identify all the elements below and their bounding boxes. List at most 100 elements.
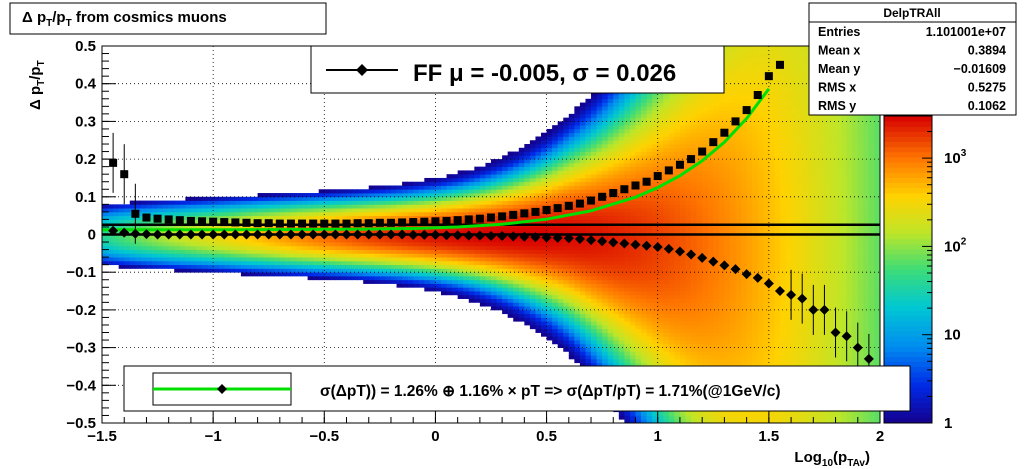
colorbar-segment <box>884 300 932 306</box>
rms-point <box>609 189 618 198</box>
stats-label: RMS x <box>818 81 856 95</box>
mean-point <box>108 225 119 236</box>
mean-point <box>230 229 241 240</box>
rms-point <box>386 218 395 227</box>
rms-point <box>153 214 162 223</box>
rms-point <box>353 219 362 228</box>
mean-point <box>352 229 363 240</box>
x-tick-label: 2 <box>876 428 884 445</box>
colorbar-frame <box>883 115 933 424</box>
x-tick-label: 0.5 <box>536 428 557 445</box>
rms-point <box>420 217 429 226</box>
y-tick-label: −0.1 <box>66 264 96 281</box>
legend-top: FF μ = -0.005, σ = 0.026 <box>310 45 725 94</box>
rms-point <box>120 170 129 179</box>
mean-point <box>341 229 352 240</box>
stats-label: RMS y <box>818 99 856 113</box>
mean-point <box>741 269 752 280</box>
colorbar-segment <box>884 172 932 178</box>
rms-point <box>109 158 118 167</box>
mean-point <box>608 237 619 248</box>
mean-point <box>541 232 552 243</box>
mean-point <box>397 229 408 240</box>
mean-point <box>586 235 597 246</box>
rms-point <box>587 196 596 205</box>
mean-point <box>808 304 819 315</box>
rms-point <box>253 219 262 228</box>
mean-point <box>552 232 563 243</box>
colorbar-segment <box>884 325 932 332</box>
x-tick-label: −0.5 <box>309 428 339 445</box>
rms-point <box>431 217 440 226</box>
mean-point <box>363 229 374 240</box>
legend-bottom-text: σ(ΔpT)) = 1.26% ⊕ 1.16% × pT => σ(ΔpT/pT… <box>320 383 781 400</box>
rms-point <box>731 117 740 126</box>
mean-point <box>597 236 608 247</box>
mean-point <box>841 331 852 342</box>
rms-point <box>364 219 373 228</box>
rms-point <box>375 218 384 227</box>
mean-point <box>163 229 174 240</box>
y-tick-label: −0.5 <box>66 415 96 432</box>
colorbar-tick-label: 103 <box>944 148 967 167</box>
rms-point <box>764 72 773 81</box>
colorbar-segment <box>884 116 932 122</box>
y-tick-label: 0.5 <box>75 38 96 55</box>
rms-point <box>264 219 273 228</box>
rms-point <box>498 212 507 221</box>
mean-point <box>263 229 274 240</box>
y-tick-label: −0.2 <box>66 302 96 319</box>
rms-point <box>531 207 540 216</box>
colorbar-tick-label: 10 <box>944 327 961 344</box>
colorbar-tick-label: 102 <box>944 236 967 255</box>
mean-point <box>708 256 719 267</box>
mean-point <box>441 230 452 241</box>
rms-point <box>509 210 518 219</box>
legend-diamond-marker <box>356 64 368 76</box>
x-tick-label: −1 <box>205 428 222 445</box>
title-box: Δ pT/pT from cosmics muons <box>9 2 327 35</box>
mean-point <box>252 229 263 240</box>
rms-point <box>298 219 307 228</box>
mean-point <box>297 229 308 240</box>
rms-point <box>242 218 251 227</box>
legend-top-text: FF μ = -0.005, σ = 0.026 <box>413 60 676 87</box>
rms-point <box>687 155 696 164</box>
rms-point <box>598 192 607 201</box>
colorbar-segment <box>884 284 932 291</box>
rms-point <box>442 216 451 225</box>
mean-point <box>819 304 830 315</box>
colorbar-segment <box>884 243 932 250</box>
rms-point <box>475 214 484 223</box>
rms-point <box>342 219 351 228</box>
rms-point <box>175 216 184 225</box>
mean-point <box>863 353 874 364</box>
colorbar-segment <box>884 249 932 255</box>
mean-point <box>663 243 674 254</box>
mean-point <box>308 229 319 240</box>
stats-label: Mean x <box>818 44 860 58</box>
mean-point <box>530 232 541 243</box>
rms-point <box>631 181 640 190</box>
x-tick-label: 1 <box>654 428 662 445</box>
rms-point <box>142 213 151 222</box>
mean-point <box>508 231 519 242</box>
mean-point <box>385 229 396 240</box>
mean-point <box>430 229 441 240</box>
y-axis-label: Δ pT/pT <box>27 60 47 110</box>
rms-point <box>209 217 218 226</box>
colorbar-segment <box>884 131 932 137</box>
axes-layer: −1.5 −1 −0.5 0 0.5 1 1.5 2 −0.5 −0.4 −0.3 −0.2 −0.1 0… <box>27 38 884 469</box>
colorbar-segment <box>884 213 932 219</box>
mean-point <box>208 229 219 240</box>
colorbar-segment <box>884 192 932 199</box>
y-tick-label: −0.4 <box>66 377 96 394</box>
y-tick-label: 0.2 <box>75 151 96 168</box>
mean-point <box>786 289 797 300</box>
mean-point <box>119 227 130 238</box>
mean-point <box>830 327 841 338</box>
colorbar-segment <box>884 182 932 189</box>
mean-point <box>274 229 285 240</box>
colorbar-segment <box>884 121 932 127</box>
